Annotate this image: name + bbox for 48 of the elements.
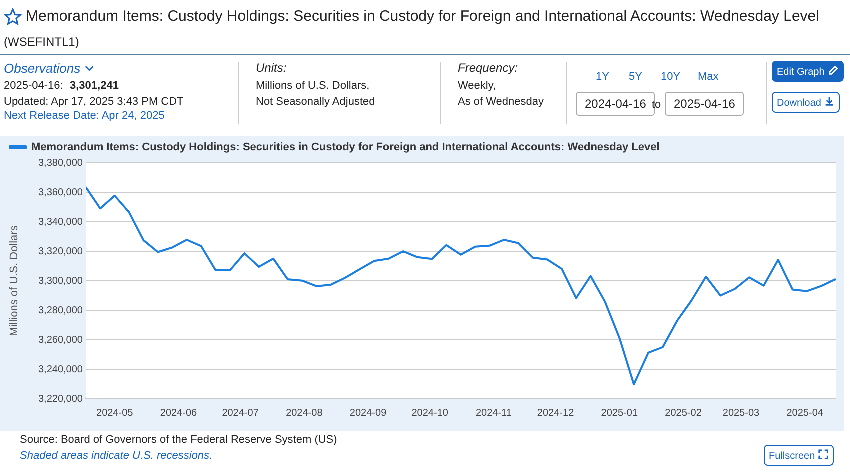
text: Max [698,71,719,83]
x-tick-label: 2025-01 [601,408,638,419]
x-tick-label: 2025-03 [722,408,760,419]
text: to [652,99,662,111]
y-tick-label: 3,280,000 [38,305,84,316]
text: As of Wednesday [458,96,544,108]
text: 2025-04-16 [665,92,744,116]
y-tick-label: 3,360,000 [38,187,84,198]
x-tick-label: 2025-04 [786,408,824,419]
text: Not Seasonally Adjusted [256,96,376,108]
x-tick-label: 2024-12 [537,408,575,419]
text: Fullscreen [764,445,834,466]
text: Shaded areas indicate U.S. recessions. [20,450,213,462]
legend-label: Memorandum Items: Custody Holdings: Securities in Custody for Foreign and International Accounts: Wednesday Level [32,142,660,154]
text: Units: [256,61,287,75]
chart-subtitle: (WSEFINTL1) [4,35,80,49]
x-tick-label: 2024-10 [412,408,449,419]
text: 2024-04-16 [585,97,646,111]
text: Next Release Date: Apr 24, 2025 [4,110,165,122]
y-axis-title: Millions of U.S. Dollars [8,225,21,336]
text: 1Y [596,71,610,83]
y-tick-label: 3,240,000 [38,364,84,376]
x-tick-label: 2024-08 [286,408,324,419]
text: Frequency: [458,61,518,75]
chart-title: Memorandum Items: Custody Holdings: Securities in Custody for Foreign and International Accounts: Wednesday Level [26,8,820,25]
x-tick-label: 2024-05 [96,408,134,419]
text: 2025-04-16: [4,80,64,92]
text: 5Y [629,71,642,83]
x-tick-label: 2024-06 [160,408,198,419]
text: 3,301,241 [70,80,119,92]
x-tick-label: 2025-02 [665,408,702,419]
y-tick-label: 3,380,000 [38,158,84,169]
x-tick-label: 2024-09 [350,408,388,419]
x-tick-label: 2024-11 [476,408,512,419]
text: Download [772,92,840,113]
y-tick-label: 3,300,000 [38,276,84,287]
source-note: Source: Board of Governors of the Federal Reserve System (US) [20,434,338,446]
x-tick-label: 2024-07 [222,408,260,419]
y-tick-label: 3,340,000 [38,216,84,228]
text: Observations [4,61,82,76]
y-tick-label: 3,320,000 [38,246,84,258]
y-tick-label: 3,220,000 [38,394,84,405]
text: Millions of U.S. Dollars, [256,80,370,92]
text: Weekly, [458,80,496,92]
y-tick-label: 3,260,000 [38,334,84,346]
text: 10Y [661,71,681,83]
text: Edit Graph [772,61,844,82]
text: Updated: Apr 17, 2025 3:43 PM CDT [4,96,184,108]
